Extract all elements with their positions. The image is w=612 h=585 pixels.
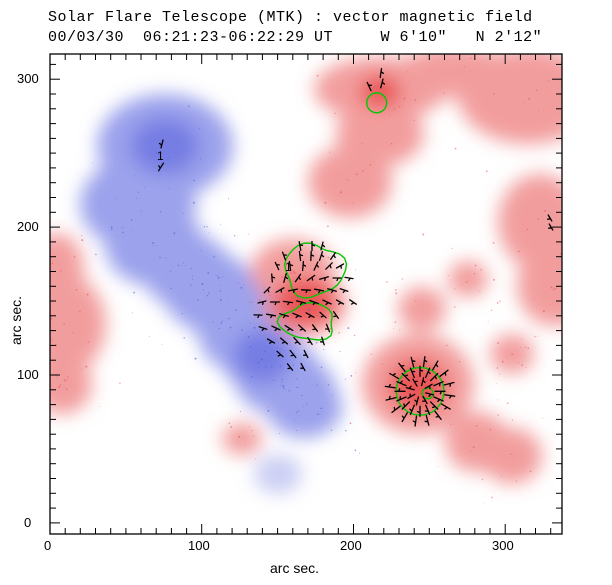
svg-text:1: 1 [285,260,292,274]
svg-text:1: 1 [157,149,164,163]
